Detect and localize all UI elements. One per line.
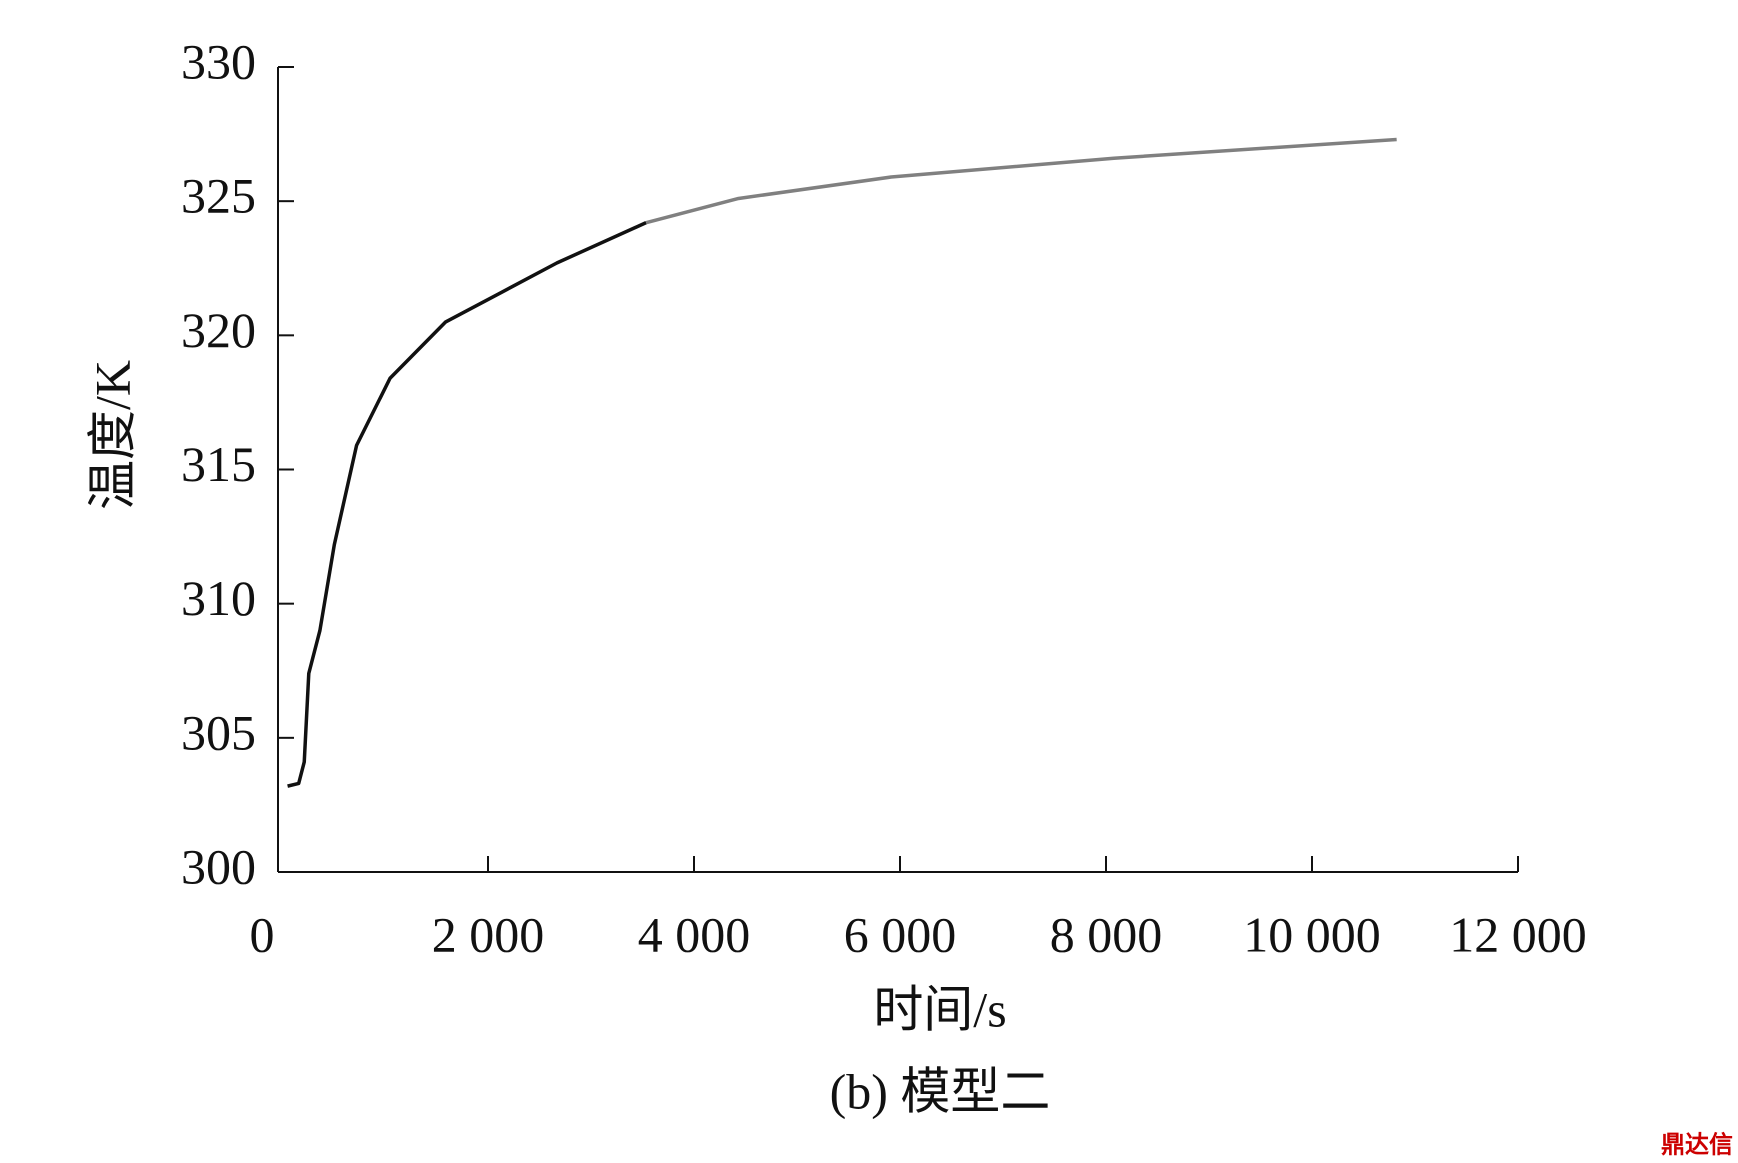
x-tick-label: 12 000 [1449,906,1587,962]
x-tick-label: 4 000 [638,906,751,962]
line [645,137,1397,225]
line [287,221,647,788]
caption: (b) 模型二 [830,1063,1051,1119]
y-axis-label: 温度/K [84,360,140,510]
y-tick-label: 315 [181,436,256,492]
x-tick-label: 2 000 [432,906,545,962]
x-tick-label: 0 [250,906,275,962]
y-tick-label: 300 [181,838,256,894]
y-tick-label: 305 [181,704,256,760]
x-tick-label: 10 000 [1243,906,1381,962]
y-tick-label: 310 [181,570,256,626]
watermark: 鼎达信 [1661,1131,1733,1159]
y-tick-label: 320 [181,302,256,358]
y-tick-label: 330 [181,33,256,89]
x-tick-label: 6 000 [844,906,957,962]
y-tick-label: 325 [181,168,256,224]
x-tick-label: 8 000 [1050,906,1163,962]
x-axis-label: 时间/s [873,981,1006,1037]
